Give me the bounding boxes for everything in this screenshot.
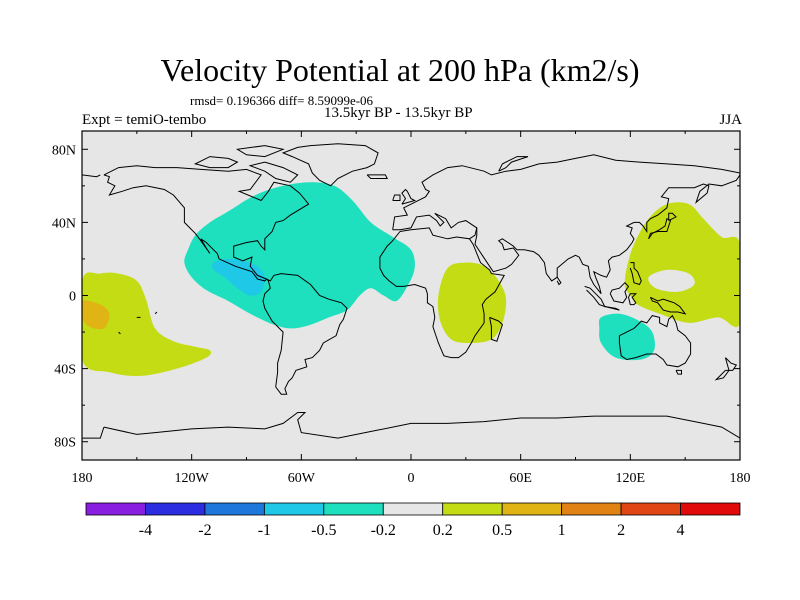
colorbar-box	[263, 502, 325, 516]
coastline	[474, 174, 740, 295]
coastline	[392, 154, 740, 230]
coastline	[235, 145, 285, 158]
colorbar-label: 2	[617, 522, 625, 539]
coastline	[82, 426, 105, 439]
colorbar-box	[323, 502, 384, 516]
region-africa-positive	[437, 262, 507, 343]
colorbar-box	[382, 502, 444, 516]
x-tick-label: 120W	[175, 471, 210, 486]
colorbar-label: -0.5	[311, 522, 336, 539]
y-tick-label: 40N	[52, 216, 76, 231]
chart-title: Velocity Potential at 200 hPa (km2/s)	[160, 52, 640, 88]
coastline	[392, 194, 401, 201]
coastline	[248, 161, 299, 183]
colorbar-label: -1	[258, 522, 271, 539]
coastline	[489, 316, 503, 342]
x-tick-label: 180	[730, 471, 751, 486]
coastline	[556, 276, 562, 286]
colorbar-label: -4	[139, 522, 152, 539]
colorbar-box	[145, 502, 206, 516]
coastline	[609, 281, 630, 304]
colorbar-box	[501, 502, 563, 516]
coastline	[103, 165, 310, 282]
coastline	[648, 217, 672, 240]
coastline	[392, 212, 478, 240]
region-west-pacific-island-neutral	[648, 269, 695, 292]
coastline	[401, 188, 417, 205]
coastline	[103, 412, 740, 439]
y-tick-label: 80N	[52, 143, 76, 158]
coastline	[604, 306, 620, 311]
x-tick-label: 180	[72, 471, 93, 486]
coastline	[675, 369, 682, 375]
colorbar-box	[85, 502, 146, 516]
coastline	[262, 273, 348, 395]
coastline	[82, 174, 101, 178]
chart-subtitle: rmsd= 0.196366 diff= 8.59099e-06	[190, 93, 374, 108]
colorbar-label: -2	[198, 522, 211, 539]
colorbar-box	[204, 502, 265, 516]
colorbar-box	[561, 502, 622, 516]
x-tick-label: 120E	[616, 471, 646, 486]
coastline	[366, 174, 389, 179]
coastline	[281, 143, 379, 187]
colorbar-box	[442, 502, 503, 516]
colorbar-label: 0.5	[492, 522, 512, 539]
colorbar-label: 4	[677, 522, 685, 539]
x-tick-label: 60W	[288, 471, 316, 486]
region-australia-negative	[598, 313, 655, 361]
region-south-pacific-positive	[82, 272, 212, 377]
coastline	[379, 231, 505, 359]
right-label: JJA	[719, 112, 742, 128]
region-asia-pacific-positive	[624, 202, 740, 328]
coastline	[649, 296, 687, 315]
coastline	[668, 212, 677, 222]
colorbar-label: 0.2	[433, 522, 453, 539]
coastline	[629, 262, 642, 286]
colorbar-box	[680, 502, 741, 516]
colorbar-label: 1	[558, 522, 566, 539]
coastline	[618, 314, 692, 368]
left-label: Expt = temiO-tembo	[82, 112, 207, 128]
region-western-atlantic-negative	[184, 182, 415, 329]
x-tick-label: 0	[408, 471, 415, 486]
coastline	[714, 369, 730, 381]
y-tick-label: 0	[69, 290, 76, 305]
coastline	[498, 156, 529, 172]
coastline	[193, 156, 239, 169]
center-label: 13.5kyr BP - 13.5kyr BP	[324, 105, 473, 121]
colorbar-box	[620, 502, 681, 516]
colorbar-label: -0.2	[371, 522, 396, 539]
coastline	[118, 331, 121, 335]
coastline	[154, 311, 158, 315]
y-tick-label: 80S	[54, 436, 76, 451]
coastline	[628, 293, 638, 306]
coastline	[724, 357, 738, 371]
coastline	[584, 285, 606, 308]
x-tick-label: 60E	[509, 471, 532, 486]
region-south-pacific-strong-positive	[82, 300, 110, 330]
y-tick-label: 40S	[54, 363, 76, 378]
